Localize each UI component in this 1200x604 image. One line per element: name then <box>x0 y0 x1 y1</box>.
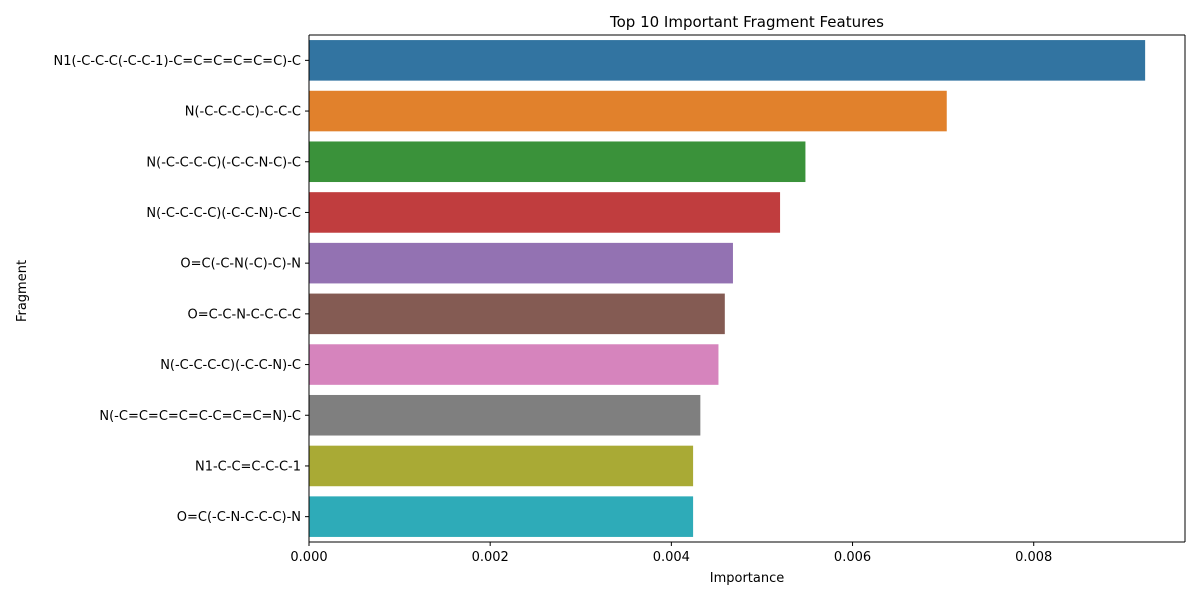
x-tick-label: 0.004 <box>653 550 690 565</box>
y-tick-label: N(-C-C-C-C)(-C-C-N-C)-C <box>146 155 301 170</box>
y-tick-label: N1(-C-C-C(-C-C-1)-C=C=C=C=C=C)-C <box>54 54 301 69</box>
x-axis-label: Importance <box>710 571 785 586</box>
x-tick-label: 0.000 <box>290 550 327 565</box>
bar-1 <box>309 40 1146 81</box>
bar-8 <box>309 394 701 436</box>
y-tick-label: O=C(-C-N(-C)-C)-N <box>180 257 301 272</box>
bar-3 <box>309 141 806 183</box>
bar-6 <box>309 293 725 335</box>
y-tick-label: N(-C-C-C-C)-C-C-C <box>185 105 301 120</box>
x-tick-label: 0.006 <box>834 550 871 565</box>
bar-10 <box>309 496 694 537</box>
x-tick-label: 0.008 <box>1015 550 1052 565</box>
bar-2 <box>309 90 947 132</box>
y-tick-label: N1-C-C=C-C-C-1 <box>195 459 301 474</box>
chart-title: Top 10 Important Fragment Features <box>609 13 884 31</box>
y-tick-label: O=C(-C-N-C-C-C)-N <box>177 510 301 525</box>
bar-4 <box>309 192 781 233</box>
y-axis-label: Fragment <box>15 260 30 322</box>
x-tick-label: 0.002 <box>472 550 509 565</box>
y-tick-label: O=C-C-N-C-C-C-C <box>188 307 301 322</box>
axes-layer: N1(-C-C-C(-C-C-1)-C=C=C=C=C=C)-C N(-C-C-C… <box>54 34 1186 565</box>
y-tick-label: N(-C-C-C-C)(-C-C-N)-C-C <box>146 206 301 221</box>
bar-7 <box>309 344 719 385</box>
bar-9 <box>309 445 694 487</box>
y-tick-label: N(-C-C-C-C)(-C-C-N)-C <box>160 358 301 373</box>
bars-layer <box>309 40 1146 537</box>
y-tick-label: N(-C=C=C=C=C-C=C=C=N)-C <box>99 409 301 424</box>
bar-5 <box>309 242 733 284</box>
